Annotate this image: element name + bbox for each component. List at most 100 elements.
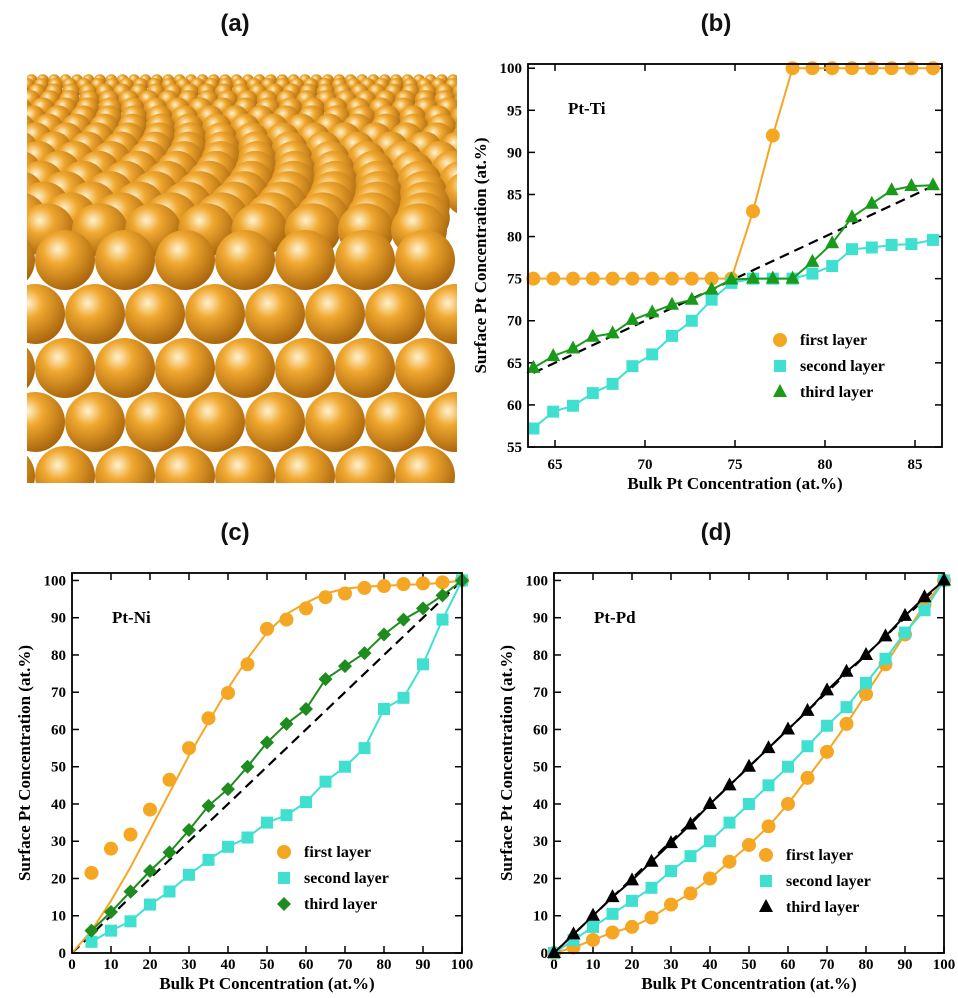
x-tick-label: 70 [338,957,353,973]
data-point [625,271,640,286]
legend-marker [759,899,773,912]
x-tick-label: 30 [182,957,197,973]
x-tick-label: 20 [143,957,158,973]
data-point [746,270,760,284]
data-point [684,271,699,286]
data-point [201,798,216,813]
atom-sphere [365,392,425,452]
legend-marker [773,333,787,347]
legend-label: second layer [304,870,389,887]
atom-sphere [155,446,215,483]
legend-label: third layer [800,384,873,401]
data-point [397,691,410,704]
data-point [905,238,918,251]
data-point [585,328,600,342]
y-tick-label: 75 [507,272,522,288]
y-tick-label: 80 [51,648,66,664]
data-point [143,802,157,817]
data-point [645,881,658,894]
data-point [879,652,892,665]
x-axis-label: Bulk Pt Concentration (at.%) [627,474,842,493]
y-tick-label: 80 [507,230,522,246]
plot-frame [527,63,943,448]
data-point [300,796,312,809]
x-tick-label: 60 [781,957,796,973]
data-point [840,701,853,714]
data-point [587,920,599,933]
data-point [84,923,99,938]
data-point [566,271,580,286]
x-tick-label: 75 [728,457,743,473]
inset-system-label: Pt-Ti [568,99,606,118]
y-tick-label: 90 [533,611,548,627]
y-tick-label: 55 [507,440,522,456]
data-point [279,612,294,627]
x-tick-label: 90 [416,957,431,973]
atom-sphere [395,446,455,483]
data-point [417,658,429,671]
x-tick-label: 80 [859,957,874,973]
data-point [585,271,600,286]
y-tick-label: 0 [541,946,549,962]
data-point [765,270,780,284]
x-axis-label: Bulk Pt Concentration (at.%) [159,974,374,993]
legend-label: second layer [786,873,871,890]
data-point [904,178,919,192]
data-point [644,910,659,925]
data-point [143,864,157,879]
data-point [703,871,717,886]
atom-sphere [215,338,275,398]
data-point [435,588,450,603]
data-point [825,235,840,249]
inset-system-label: Pt-Ni [112,608,151,627]
data-point [885,238,898,251]
atom-sphere [35,230,95,290]
data-point [605,889,620,903]
data-point [605,925,620,940]
y-tick-label: 80 [533,648,548,664]
data-point [396,577,411,592]
series-line-second-layer [91,580,463,943]
y-tick-label: 90 [51,611,66,627]
y-tick-label: 70 [51,685,66,701]
data-point [820,682,834,696]
y-tick-label: 30 [533,834,548,850]
data-point [839,663,854,677]
data-point [685,314,698,327]
atom-sphere [185,284,245,344]
y-tick-label: 95 [507,103,522,119]
data-point [865,241,878,254]
data-point [646,348,659,361]
data-point [765,128,780,143]
data-point [358,742,371,755]
data-point [683,886,698,901]
data-point [566,340,580,354]
data-point [123,884,138,899]
y-tick-label: 10 [51,909,66,925]
data-point [705,293,718,306]
data-point [746,204,760,219]
legend-label: first layer [800,332,867,349]
atom-sphere [27,347,35,389]
data-point [917,589,932,603]
data-point [782,760,794,773]
x-tick-label: 50 [260,957,275,973]
data-point [665,271,679,286]
y-axis-label: Surface Pt Concentration (at.%) [497,645,516,881]
data-point [378,702,390,715]
x-tick-label: 0 [550,957,558,973]
atom-sphere [27,455,35,483]
data-point [280,809,293,822]
atom-sphere [35,446,95,483]
data-point [806,267,819,280]
y-tick-label: 65 [507,356,522,372]
data-point [586,932,600,947]
data-point [183,868,195,881]
y-tick-label: 0 [59,946,67,962]
plot-frame [553,572,945,954]
data-point [527,422,540,435]
atom-sphere [95,230,155,290]
data-point [318,672,333,687]
atom-sphere [335,230,395,290]
legend-label: second layer [800,358,885,375]
